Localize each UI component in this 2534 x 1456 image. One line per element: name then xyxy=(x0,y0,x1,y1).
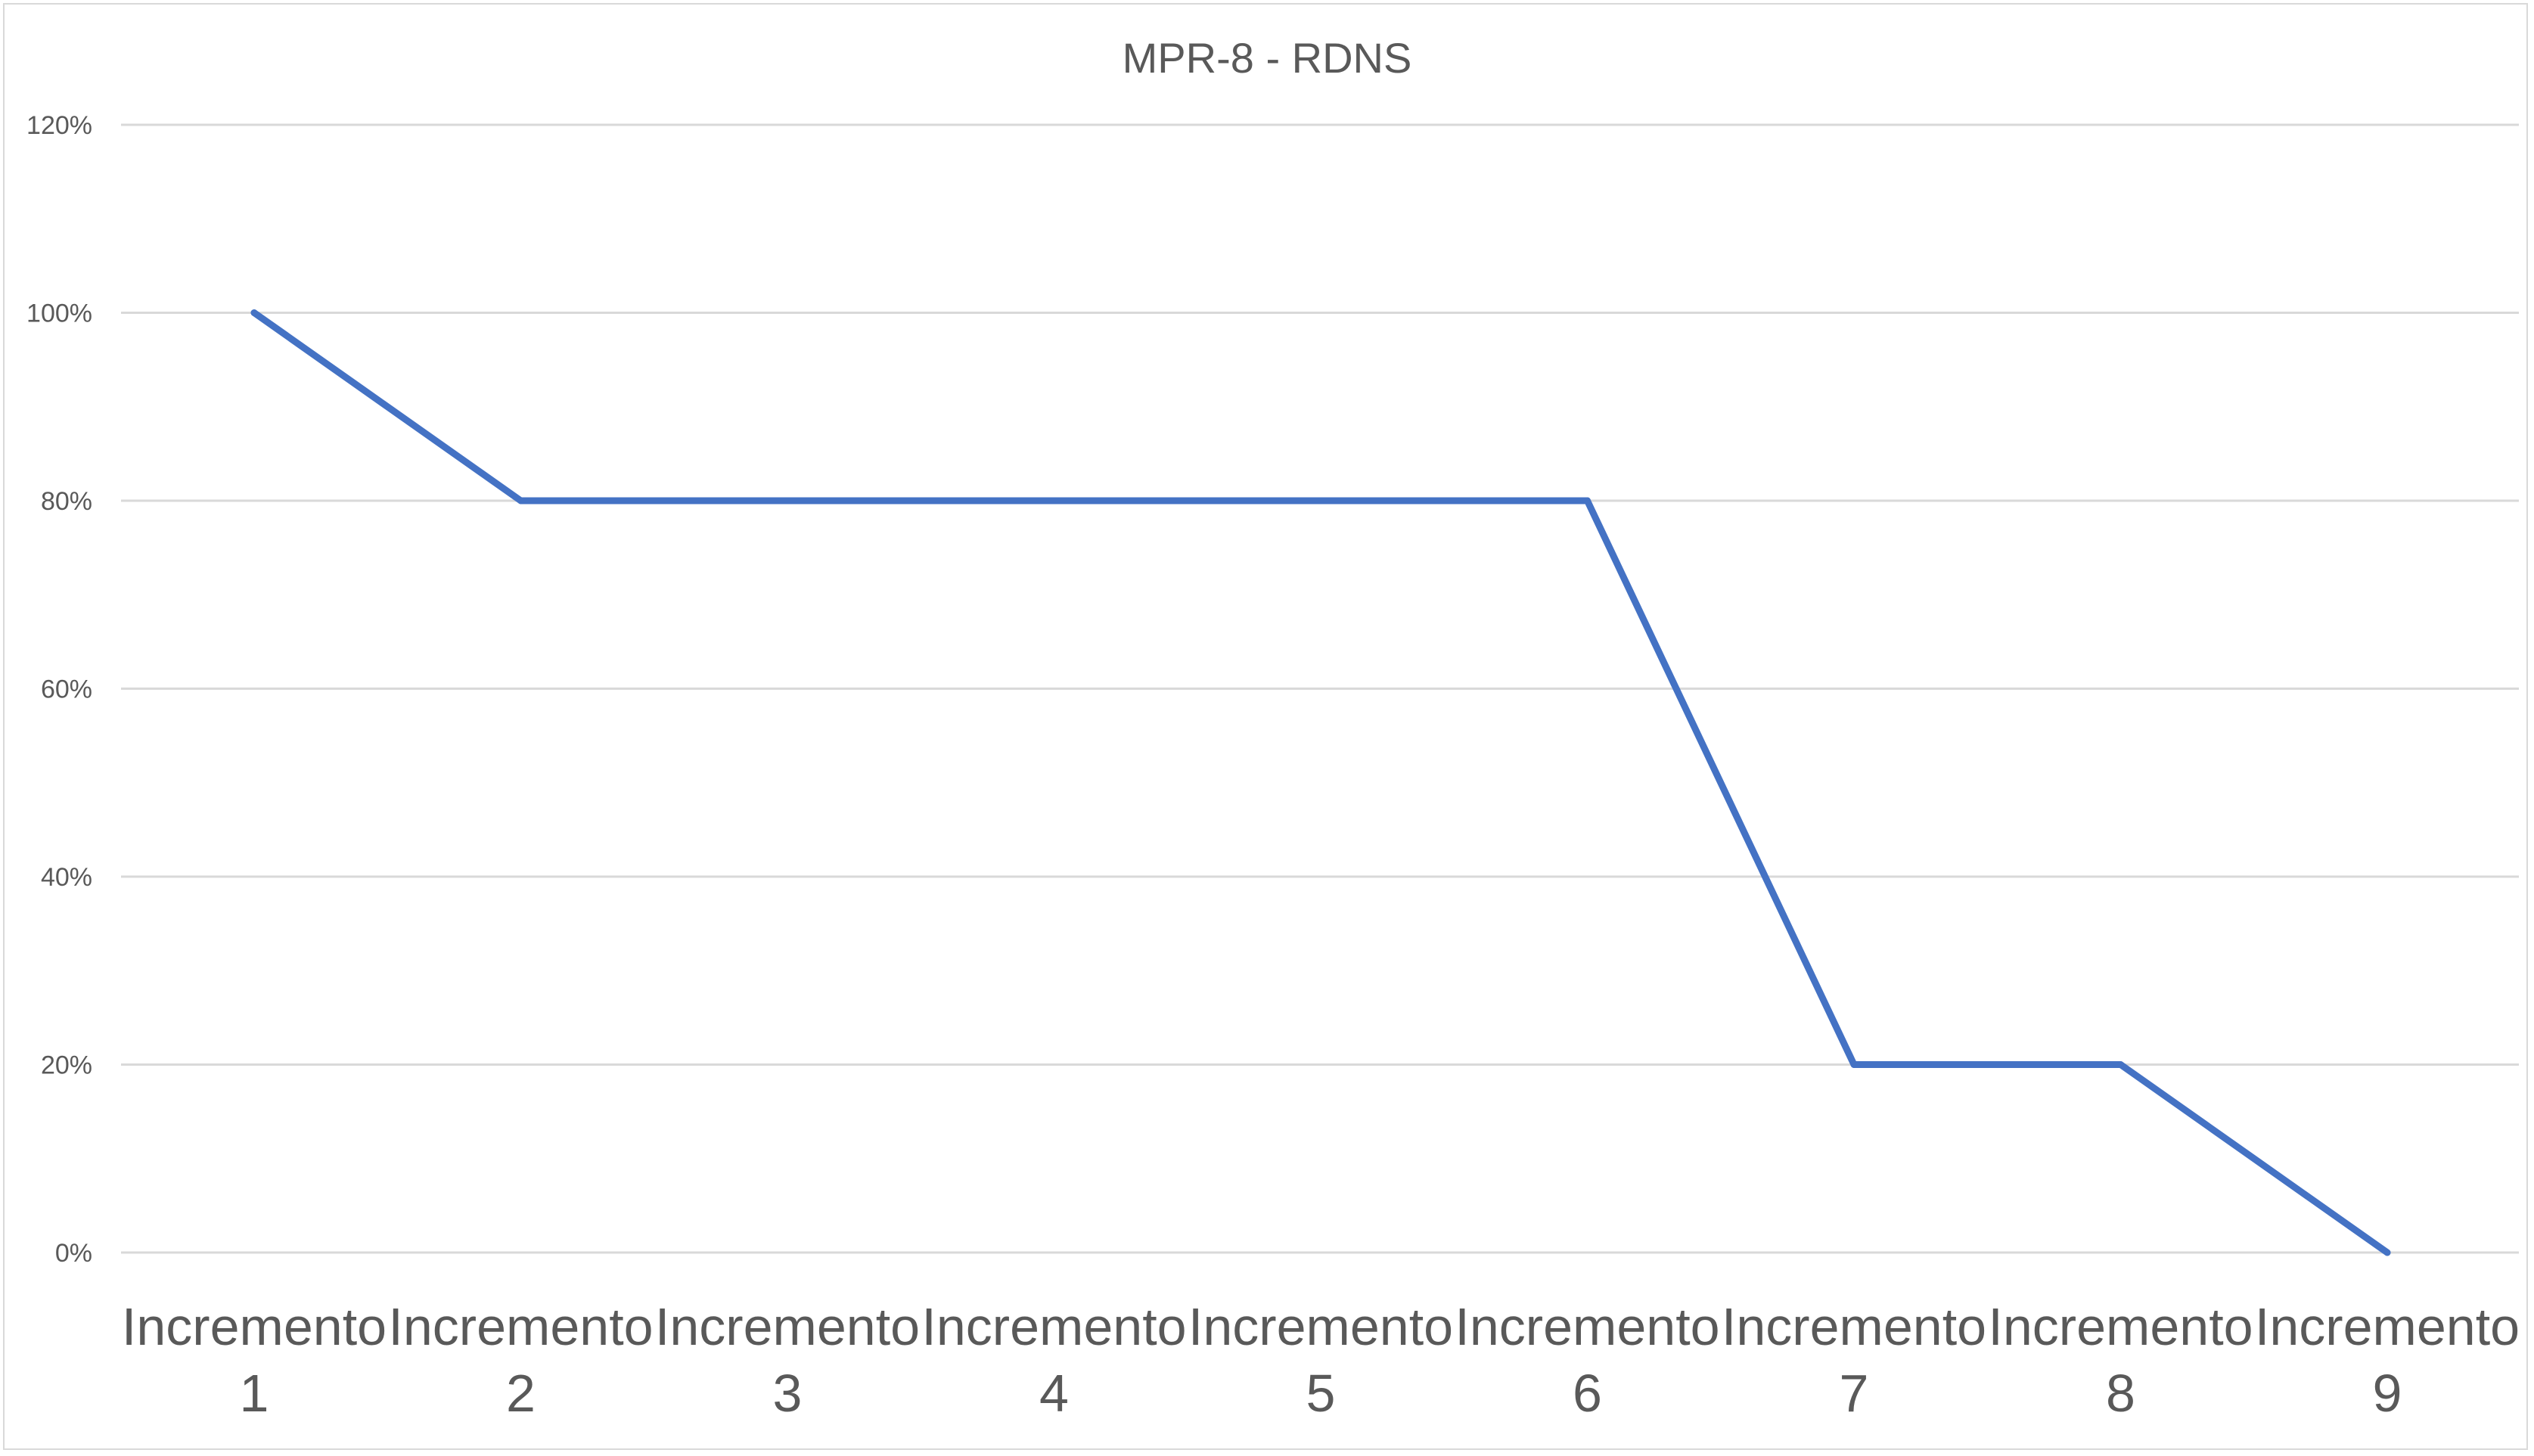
x-tick-label-line: 3 xyxy=(773,1364,803,1423)
x-tick-label-line: 1 xyxy=(240,1364,269,1423)
y-axis-ticks: 0% 20% 40% 60% 80% 100% 120% xyxy=(26,111,92,1268)
x-tick-label: Incremento 5 xyxy=(1188,1297,1453,1423)
data-point xyxy=(2117,1061,2124,1068)
data-point xyxy=(1584,497,1591,504)
x-tick-label-line: Incremento xyxy=(122,1297,387,1356)
x-tick-label: Incremento 1 xyxy=(122,1297,387,1423)
x-tick-label-line: Incremento xyxy=(921,1297,1186,1356)
data-point xyxy=(250,309,258,316)
x-tick-label-line: Incremento xyxy=(388,1297,653,1356)
x-tick-label-line: Incremento xyxy=(1722,1297,1986,1356)
x-tick-label: Incremento 7 xyxy=(1722,1297,1986,1423)
x-tick-label: Incremento 3 xyxy=(655,1297,920,1423)
y-tick-label: 60% xyxy=(41,675,92,704)
y-tick-label: 40% xyxy=(41,863,92,892)
data-point xyxy=(784,497,791,504)
series-line xyxy=(250,309,2391,1256)
y-tick-label: 20% xyxy=(41,1051,92,1080)
x-tick-label: Incremento 8 xyxy=(1988,1297,2253,1423)
x-tick-label: Incremento 6 xyxy=(1455,1297,1719,1423)
x-tick-label: Incremento 4 xyxy=(921,1297,1186,1423)
x-tick-label-line: Incremento xyxy=(1188,1297,1453,1356)
data-point xyxy=(1051,497,1057,504)
data-point xyxy=(2383,1249,2391,1256)
y-tick-label: 120% xyxy=(26,111,92,140)
x-tick-label-line: Incremento xyxy=(1988,1297,2253,1356)
x-tick-label-line: 6 xyxy=(1573,1364,1602,1423)
y-tick-label: 0% xyxy=(55,1239,92,1268)
series-layer xyxy=(250,309,2391,1256)
gridlines xyxy=(121,123,2519,1254)
x-tick-label: Incremento 9 xyxy=(2255,1297,2520,1423)
chart-frame xyxy=(3,3,2528,1450)
x-tick-label-line: Incremento xyxy=(1455,1297,1719,1356)
data-point xyxy=(1317,497,1324,504)
x-tick-label: Incremento 2 xyxy=(388,1297,653,1423)
data-point xyxy=(1850,1061,1858,1068)
y-tick-label: 80% xyxy=(41,487,92,516)
x-tick-label-line: Incremento xyxy=(2255,1297,2520,1356)
x-tick-label-line: 9 xyxy=(2373,1364,2402,1423)
x-tick-label-line: 7 xyxy=(1840,1364,1869,1423)
x-tick-label-line: 4 xyxy=(1039,1364,1069,1423)
x-tick-label-line: 2 xyxy=(506,1364,536,1423)
x-tick-label-line: Incremento xyxy=(655,1297,920,1356)
chart-title: MPR-8 - RDNS xyxy=(1123,34,1412,82)
x-tick-label-line: 8 xyxy=(2106,1364,2135,1423)
x-tick-label-line: 5 xyxy=(1306,1364,1336,1423)
y-tick-label: 100% xyxy=(26,300,92,328)
data-point xyxy=(517,497,524,504)
